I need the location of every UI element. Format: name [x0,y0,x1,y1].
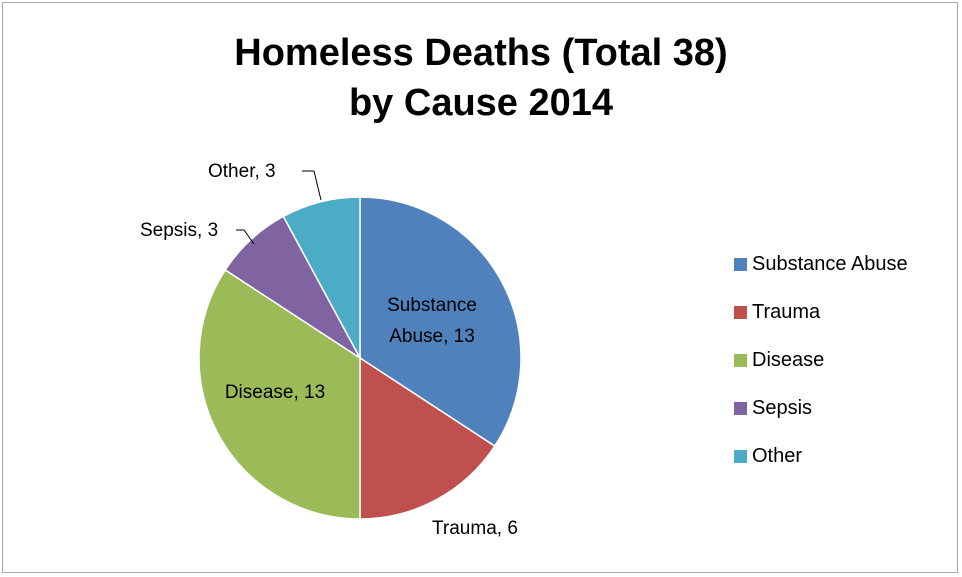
legend-label-trauma: Trauma [752,301,821,323]
leader-line-sepsis [236,229,255,245]
data-label-sepsis: Sepsis, 3 [140,220,218,241]
legend-item-trauma: Trauma [734,298,954,346]
legend-item-disease: Disease [734,346,954,394]
legend-item-sepsis: Sepsis [734,394,954,442]
legend-label-other: Other [752,445,803,467]
legend-label-sepsis: Sepsis [752,397,813,419]
data-label-other: Other, 3 [208,161,276,182]
legend-swatch-substance-abuse [734,258,747,271]
leader-line-other [302,170,322,201]
pie-slice-other [282,196,361,359]
legend-label-disease: Disease [752,349,825,371]
data-label-trauma: Trauma, 6 [432,518,518,539]
legend-swatch-disease [734,354,747,367]
legend-label-substance-abuse: Substance Abuse [752,253,908,275]
chart-title-line-2: by Cause 2014 [348,82,614,124]
data-label-substance-abuse: Substance Abuse, 13 [387,295,477,347]
chart-title-line-1: Homeless Deaths (Total 38) [234,32,728,74]
pie-slice-trauma [359,356,496,520]
legend-item-substance-abuse: Substance Abuse [734,250,954,298]
chart-title: Homeless Deaths (Total 38) by Cause 2014 [0,28,962,128]
legend-swatch-other [734,450,747,463]
legend: Substance Abuse Trauma Disease Sepsis Other [734,250,954,490]
data-label-disease: Disease, 13 [225,382,325,403]
legend-swatch-trauma [734,306,747,319]
legend-swatch-sepsis [734,402,747,415]
legend-item-other: Other [734,442,954,490]
